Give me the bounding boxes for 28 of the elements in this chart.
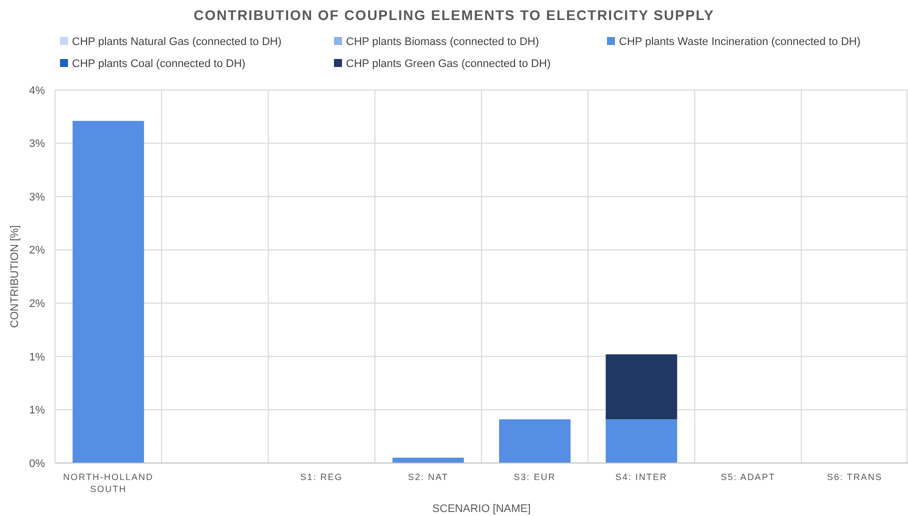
- bar: [72, 120, 144, 463]
- x-axis-title: SCENARIO [NAME]: [432, 503, 531, 515]
- x-tick-label: S4: INTER: [615, 472, 668, 482]
- bar: [606, 354, 678, 420]
- x-tick-label: S3: EUR: [514, 472, 556, 482]
- bar: [499, 419, 571, 463]
- legend-label: CHP plants Natural Gas (connected to DH): [72, 36, 282, 48]
- bar: [606, 419, 678, 463]
- y-tick-label: 3%: [29, 191, 46, 204]
- chart-title: CONTRIBUTION OF COUPLING ELEMENTS TO ELECTRICITY SUPPLY: [194, 7, 714, 23]
- y-tick-label: 2%: [29, 244, 46, 257]
- y-tick-label: 2%: [29, 298, 46, 310]
- bar: [392, 458, 464, 463]
- x-tick-label: NORTH-HOLLAND SOUTH: [63, 472, 154, 494]
- legend-label: CHP plants Biomass (connected to DH): [346, 36, 539, 48]
- x-tick-label: S2: NAT: [408, 472, 448, 482]
- y-tick-label: 1%: [29, 351, 46, 364]
- legend-label: CHP plants Coal (connected to DH): [72, 58, 246, 70]
- y-tick-label: 1%: [29, 404, 46, 417]
- y-tick-label: 4%: [29, 84, 46, 97]
- y-tick-label: 0%: [29, 458, 46, 470]
- legend-label: CHP plants Green Gas (connected to DH): [346, 58, 551, 70]
- y-tick-label: 3%: [29, 138, 46, 150]
- x-tick-label: S1: REG: [300, 472, 343, 482]
- x-tick-label: S6: TRANS: [827, 472, 882, 482]
- y-axis-title: CONTRIBUTION [%]: [9, 225, 21, 328]
- legend-label: CHP plants Waste Incineration (connected to DH): [619, 36, 861, 48]
- x-tick-label: S5: ADAPT: [720, 472, 776, 482]
